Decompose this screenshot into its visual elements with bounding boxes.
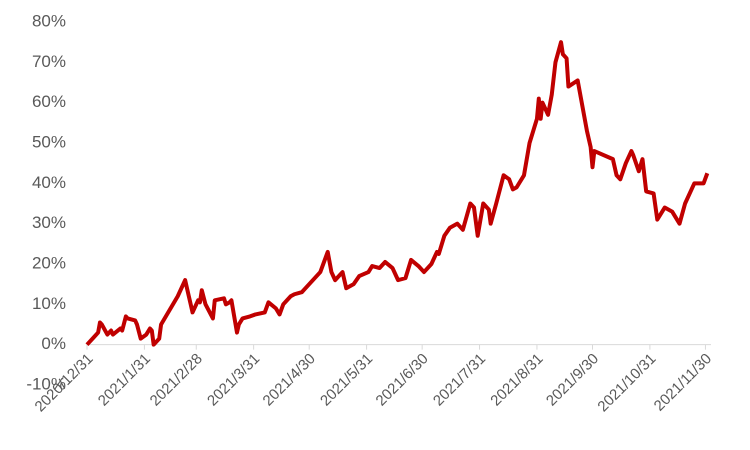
x-tick-label: 2021/9/30 xyxy=(543,350,602,409)
x-tick-label: 2021/4/30 xyxy=(260,350,319,409)
y-tick-label: 70% xyxy=(32,52,66,71)
y-tick-label: 0% xyxy=(41,334,66,353)
x-tick-label: 2021/3/31 xyxy=(204,350,263,409)
x-tick-label: 2021/2/28 xyxy=(147,350,206,409)
y-tick-label: 40% xyxy=(32,173,66,192)
y-tick-label: 60% xyxy=(32,92,66,111)
y-tick-label: -10% xyxy=(26,374,66,393)
y-tick-label: 80% xyxy=(32,11,66,30)
x-tick-label: 2021/11/30 xyxy=(651,350,715,414)
y-tick-label: 50% xyxy=(32,132,66,151)
y-tick-label: 30% xyxy=(32,213,66,232)
y-tick-label: 10% xyxy=(32,294,66,313)
x-tick-label: 2021/8/31 xyxy=(487,350,546,409)
x-tick-label: 2021/6/30 xyxy=(373,350,432,409)
line xyxy=(85,40,710,347)
x-tick-label: 2021/7/31 xyxy=(430,350,489,409)
x-tick-label: 2021/5/31 xyxy=(317,350,376,409)
x-tick-label: 2021/10/31 xyxy=(594,350,659,415)
y-tick-label: 20% xyxy=(32,253,66,272)
x-tick-label: 2021/1/31 xyxy=(95,350,154,409)
